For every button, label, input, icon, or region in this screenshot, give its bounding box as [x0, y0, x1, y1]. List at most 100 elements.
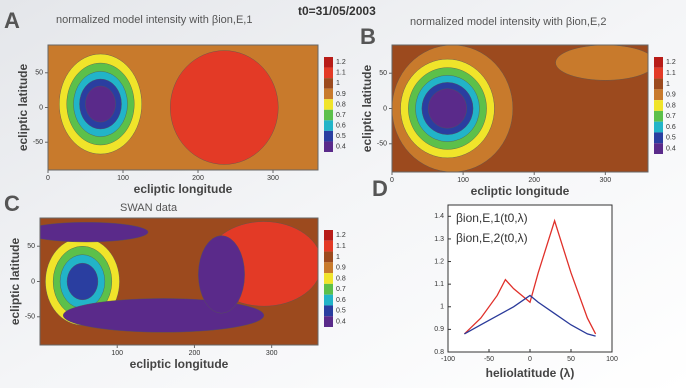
colorbar-label: 1: [666, 81, 670, 88]
x-tick-label: 50: [567, 356, 575, 363]
colorbar-swatch: [654, 89, 663, 100]
y-tick-label: 1.3: [434, 236, 444, 243]
contour-region: [428, 89, 466, 129]
x-tick-label: 300: [267, 175, 279, 182]
colorbar-swatch: [324, 141, 333, 152]
panel-date: t0=31/05/2003: [298, 4, 376, 18]
y-tick-label: -50: [25, 314, 35, 321]
colorbar-swatch: [324, 273, 333, 284]
colorbar-swatch: [324, 230, 333, 241]
x-tick-label: 300: [599, 177, 611, 184]
contour-region: [25, 222, 149, 242]
colorbar-swatch: [324, 295, 333, 306]
legend-entry: βion,E,2(t0,λ): [456, 231, 528, 245]
colorbar-swatch: [654, 122, 663, 133]
panel-title: SWAN data: [120, 202, 178, 214]
colorbar-label: 0.5: [666, 135, 676, 142]
colorbar-swatch: [654, 132, 663, 143]
colorbar-label: 0.5: [336, 133, 346, 140]
panel-label: D: [372, 176, 388, 201]
colorbar-swatch: [654, 79, 663, 90]
legend-entry: βion,E,1(t0,λ): [456, 211, 528, 225]
y-tick-label: 0: [31, 278, 35, 285]
x-tick-label: 100: [117, 175, 129, 182]
contour-region: [198, 236, 244, 314]
colorbar-label: 0.4: [336, 318, 346, 325]
contour-region: [170, 51, 278, 165]
colorbar-label: 0.5: [336, 308, 346, 315]
y-tick-label: 50: [27, 243, 35, 250]
colorbar-label: 1.2: [336, 59, 346, 66]
colorbar-swatch: [654, 111, 663, 122]
contour-region: [556, 45, 656, 80]
colorbar-swatch: [654, 143, 663, 154]
colorbar-label: 0.4: [336, 144, 346, 151]
x-tick-label: 200: [528, 177, 540, 184]
x-tick-label: 0: [390, 177, 394, 184]
colorbar-label: 0.7: [336, 112, 346, 119]
colorbar-label: 0.9: [666, 92, 676, 99]
x-tick-label: 100: [606, 356, 618, 363]
x-tick-label: 300: [266, 350, 278, 357]
y-tick-label: 50: [379, 70, 387, 77]
colorbar-swatch: [324, 305, 333, 316]
colorbar-label: 0.9: [336, 91, 346, 98]
y-tick-label: 0: [39, 104, 43, 111]
colorbar-swatch: [324, 78, 333, 89]
colorbar-swatch: [324, 262, 333, 273]
colorbar-label: 0.6: [666, 124, 676, 131]
colorbar-label: 0.8: [666, 102, 676, 109]
colorbar-swatch: [324, 89, 333, 100]
y-tick-label: 0.8: [434, 349, 444, 356]
colorbar-label: 0.8: [336, 101, 346, 108]
colorbar-label: 0.8: [336, 275, 346, 282]
colorbar-label: 1: [336, 254, 340, 261]
colorbar-swatch: [324, 316, 333, 327]
x-tick-label: 200: [192, 175, 204, 182]
y-axis-label: ecliptic latitude: [8, 238, 22, 326]
x-tick-label: 100: [457, 177, 469, 184]
y-tick-label: 1.4: [434, 213, 444, 220]
map: [25, 218, 322, 345]
x-tick-label: -50: [484, 356, 494, 363]
y-tick-label: -50: [377, 141, 387, 148]
colorbar-swatch: [324, 252, 333, 263]
colorbar-label: 1.2: [666, 59, 676, 66]
colorbar-label: 0.6: [336, 297, 346, 304]
colorbar-label: 1.1: [336, 243, 346, 250]
contour-region: [86, 86, 116, 122]
x-tick-label: 100: [111, 350, 123, 357]
x-axis-label: ecliptic longitude: [471, 184, 570, 198]
panel-title: normalized model intensity with βion,E,1: [56, 14, 252, 26]
colorbar-swatch: [324, 241, 333, 252]
panel-label: A: [4, 8, 20, 33]
panel-label: B: [360, 24, 376, 49]
colorbar-swatch: [654, 100, 663, 111]
y-tick-label: -50: [33, 139, 43, 146]
colorbar-label: 1.2: [336, 232, 346, 239]
contour-region: [67, 263, 98, 300]
colorbar-swatch: [324, 68, 333, 79]
x-tick-label: -100: [441, 356, 455, 363]
x-tick-label: 200: [189, 350, 201, 357]
x-tick-label: 0: [528, 356, 532, 363]
panel-label: C: [4, 191, 20, 216]
colorbar-label: 1: [336, 80, 340, 87]
y-tick-label: 1.1: [434, 281, 444, 288]
colorbar-swatch: [324, 120, 333, 131]
colorbar-swatch: [654, 57, 663, 68]
colorbar-label: 0.7: [336, 286, 346, 293]
y-tick-label: 50: [35, 70, 43, 77]
colorbar-swatch: [654, 68, 663, 79]
colorbar-label: 0.4: [666, 145, 676, 152]
y-tick-label: 0: [383, 105, 387, 112]
x-axis-label: heliolatitude (λ): [486, 366, 575, 380]
y-tick-label: 1.2: [434, 258, 444, 265]
colorbar-label: 0.7: [666, 113, 676, 120]
colorbar-label: 0.6: [336, 122, 346, 129]
colorbar-swatch: [324, 99, 333, 110]
colorbar-swatch: [324, 110, 333, 121]
colorbar-swatch: [324, 284, 333, 295]
colorbar-label: 0.9: [336, 265, 346, 272]
colorbar-swatch: [324, 57, 333, 68]
